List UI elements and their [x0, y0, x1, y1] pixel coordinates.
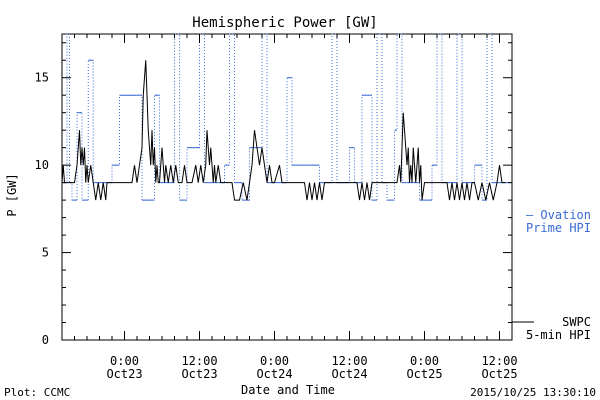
y-tick-label: 15: [35, 71, 49, 85]
x-tick-label-time: 0:00: [110, 354, 139, 368]
x-tick-label-date: Oct25: [481, 367, 517, 381]
y-tick-label: 0: [42, 333, 49, 347]
x-tick-label-date: Oct24: [331, 367, 367, 381]
swpc-line: [61, 60, 506, 201]
x-tick-label-time: 0:00: [260, 354, 289, 368]
footer-timestamp: 2015/10/25 13:30:10: [470, 386, 596, 399]
legend-swpc-line2: 5-min HPI: [526, 328, 591, 342]
ovation-line: [62, 33, 512, 201]
x-tick-label-date: Oct23: [181, 367, 217, 381]
x-tick-label-time: 12:00: [181, 354, 217, 368]
chart-title: Hemispheric Power [GW]: [192, 15, 377, 31]
legend-ovation-line2: Prime HPI: [526, 221, 591, 235]
legend-ovation-line1: — Ovation: [526, 208, 591, 222]
legend: — Ovation Prime HPI SWPC 5-min HPI: [512, 208, 591, 342]
x-tick-label-date: Oct23: [106, 367, 142, 381]
legend-swpc-line1: SWPC: [562, 315, 591, 329]
plot-frame: [61, 33, 513, 341]
y-axis-label: P [GW]: [5, 173, 19, 216]
swpc-series: [61, 60, 506, 201]
x-tick-label-date: Oct24: [256, 367, 292, 381]
y-tick-label: 5: [42, 246, 49, 260]
x-axis: 0:00Oct2312:00Oct230:00Oct2412:00Oct240:…: [61, 34, 518, 381]
x-axis-label: Date and Time: [241, 383, 335, 397]
plot-area: [61, 33, 513, 341]
x-tick-label-time: 12:00: [331, 354, 367, 368]
x-tick-label-time: 12:00: [481, 354, 517, 368]
x-tick-label-date: Oct25: [406, 367, 442, 381]
y-tick-label: 10: [35, 158, 49, 172]
x-tick-label-time: 0:00: [410, 354, 439, 368]
ovation-series: [62, 33, 512, 201]
footer-plot-source: Plot: CCMC: [4, 386, 70, 399]
y-axis: 0 5 10 15: [35, 42, 512, 347]
